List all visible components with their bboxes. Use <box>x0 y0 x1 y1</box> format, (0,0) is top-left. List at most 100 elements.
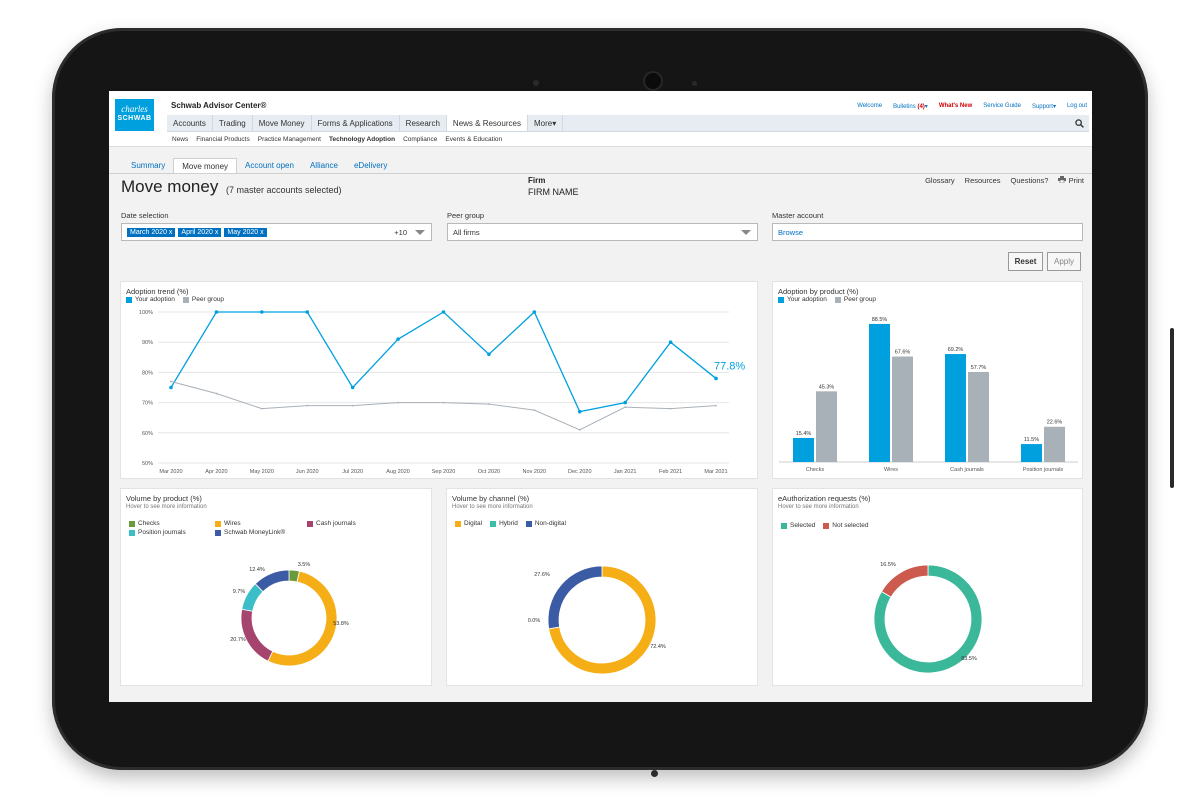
schwab-logo[interactable]: charles SCHWAB <box>115 99 154 131</box>
nav-item-move-money[interactable]: Move Money <box>253 115 312 131</box>
x-tick-label: Wires <box>884 467 898 473</box>
legend-item: Peer group <box>834 296 877 303</box>
bar-value-label: 69.2% <box>948 347 964 353</box>
close-icon[interactable]: x <box>168 228 173 236</box>
legend-label: Checks <box>138 520 160 527</box>
chevron-down-icon[interactable] <box>741 230 751 235</box>
date-chip[interactable]: March 2020 x <box>127 227 176 237</box>
chart-title: Adoption trend (%) <box>126 287 189 296</box>
x-tick-label: May 2020 <box>250 469 274 475</box>
legend-swatch <box>834 296 841 303</box>
bar <box>945 354 966 462</box>
donut-slice <box>267 570 338 667</box>
y-tick-label: 100% <box>139 310 153 316</box>
page-links: Glossary Resources Questions? Print <box>925 176 1084 185</box>
tab-account-open[interactable]: Account open <box>245 161 294 170</box>
x-tick-label: Sep 2020 <box>432 469 456 475</box>
subnav-item-compliance[interactable]: Compliance <box>403 136 438 143</box>
bulletins-link[interactable]: Bulletins (4)▾ <box>893 103 928 110</box>
y-tick-label: 50% <box>142 461 153 467</box>
x-tick-label: Feb 2021 <box>659 469 682 475</box>
master-account-label: Master account <box>772 211 824 220</box>
nav-item-forms[interactable]: Forms & Applications <box>312 115 400 131</box>
x-tick-label: Cash journals <box>950 467 984 473</box>
legend-item: Cash journals <box>307 520 356 527</box>
adoption-trend-panel: Adoption trend (%) Your adoption Peer gr… <box>120 281 758 479</box>
chart-legend: Checks Wires Cash journals Position jour… <box>129 520 369 536</box>
bar-value-label: 67.6% <box>895 350 911 356</box>
tab-alliance[interactable]: Alliance <box>309 161 338 170</box>
date-chip[interactable]: April 2020 x <box>178 227 222 237</box>
legend-label: Not selected <box>832 522 869 529</box>
support-link[interactable]: Support▾ <box>1032 103 1056 110</box>
data-point <box>170 380 172 383</box>
search-icon[interactable] <box>1070 115 1089 131</box>
legend-label: Your adoption <box>787 296 827 303</box>
adoption-by-product-panel: Adoption by product (%) Your adoption Pe… <box>772 281 1083 479</box>
legend-item: Non-digital <box>525 520 566 527</box>
subnav-item-practice-management[interactable]: Practice Management <box>257 136 321 143</box>
chevron-down-icon[interactable] <box>415 230 425 235</box>
close-icon[interactable]: x <box>214 228 219 236</box>
camera-icon <box>645 73 661 89</box>
subnav-item-technology-adoption[interactable]: Technology Adoption <box>328 136 396 143</box>
legend-label: Peer group <box>843 296 877 303</box>
whats-new-link[interactable]: What's New <box>938 103 973 109</box>
service-guide-link[interactable]: Service Guide <box>983 103 1021 109</box>
data-point <box>488 403 490 406</box>
data-point <box>305 310 310 314</box>
welcome-link[interactable]: Welcome <box>857 103 883 109</box>
questions-link[interactable]: Questions? <box>1010 176 1049 185</box>
main-nav: Accounts Trading Move Money Forms & Appl… <box>167 115 1089 132</box>
x-tick-label: Oct 2020 <box>478 469 500 475</box>
peer-group-select[interactable]: All firms <box>447 223 758 241</box>
nav-item-news-resources[interactable]: News & Resources <box>446 115 528 131</box>
legend-item: Position journals <box>129 529 207 536</box>
volume-by-channel-panel: Volume by channel (%) Hover to see more … <box>446 488 758 686</box>
reset-button[interactable]: Reset <box>1008 252 1043 271</box>
data-point <box>214 310 219 314</box>
bar <box>1044 426 1065 462</box>
x-tick-label: Jul 2020 <box>342 469 363 475</box>
slice-label: 83.5% <box>961 656 977 662</box>
bar <box>1021 444 1042 462</box>
tab-edelivery[interactable]: eDelivery <box>353 161 388 170</box>
donut-slice <box>547 565 603 630</box>
legend-label: Your adoption <box>135 296 175 303</box>
logout-link[interactable]: Log out <box>1066 103 1087 109</box>
legend-swatch <box>490 520 497 527</box>
chart-legend: Selected Not selected <box>781 522 868 529</box>
support-label: Support <box>1031 104 1053 110</box>
sensor-dot <box>692 81 697 86</box>
bar-value-label: 88.5% <box>872 317 888 323</box>
close-icon[interactable]: x <box>260 228 264 236</box>
slice-label: 72.4% <box>650 644 666 650</box>
bar <box>968 371 989 462</box>
date-chip-label: May 2020 <box>227 228 259 236</box>
master-account-input[interactable]: Browse <box>772 223 1083 241</box>
nav-item-trading[interactable]: Trading <box>213 115 253 131</box>
subnav-item-news[interactable]: News <box>172 136 189 143</box>
subnav-item-financial-products[interactable]: Financial Products <box>196 136 250 143</box>
x-tick-label: Mar 2021 <box>704 469 727 475</box>
nav-item-research[interactable]: Research <box>400 115 447 131</box>
resources-link[interactable]: Resources <box>964 176 1001 185</box>
data-point <box>533 409 536 412</box>
date-chip[interactable]: May 2020 x <box>224 227 267 237</box>
nav-item-more[interactable]: More ▾ <box>528 115 564 131</box>
tab-summary[interactable]: Summary <box>131 161 166 170</box>
date-chip-label: April 2020 <box>181 228 213 236</box>
apply-button[interactable]: Apply <box>1047 252 1081 271</box>
chevron-down-icon: ▾ <box>1052 104 1056 110</box>
legend-item: Not selected <box>823 522 868 529</box>
glossary-link[interactable]: Glossary <box>925 176 955 185</box>
data-point <box>623 400 627 405</box>
print-link[interactable]: Print <box>1058 176 1084 185</box>
subnav-item-events-education[interactable]: Events & Education <box>445 136 503 143</box>
nav-item-accounts[interactable]: Accounts <box>167 115 213 131</box>
data-point <box>396 337 400 341</box>
chart-hint: Hover to see more information <box>778 504 859 510</box>
date-selection-field[interactable]: March 2020 x April 2020 x May 2020 x +10 <box>121 223 432 241</box>
data-point <box>577 409 582 414</box>
tab-move-money[interactable]: Move money <box>173 158 238 174</box>
